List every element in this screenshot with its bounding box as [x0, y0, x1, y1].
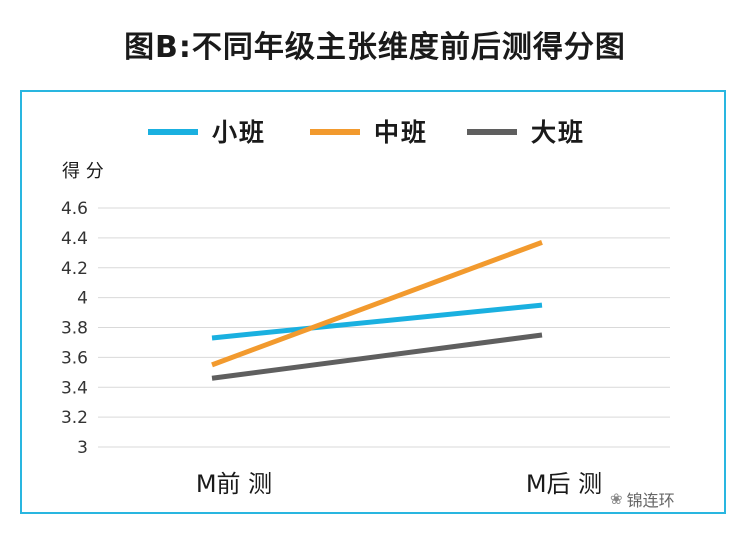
y-tick-label: 3.8: [61, 319, 88, 339]
watermark-text: 锦连环: [626, 491, 675, 510]
y-tick-label: 3.2: [61, 408, 88, 428]
series-line-1: [211, 240, 543, 368]
legend-label: 大班: [531, 118, 585, 147]
x-category-labels: M前 测 M后 测: [196, 470, 602, 498]
y-tick-label: 4.4: [61, 229, 88, 249]
series-line-2: [211, 332, 543, 381]
legend: 小班 中班 大班: [148, 118, 585, 147]
y-tick-label: 4.6: [61, 199, 88, 219]
chart-frame: [20, 90, 726, 514]
x-category-label: M前 测: [196, 470, 272, 498]
y-axis-label: 得 分: [62, 161, 104, 182]
y-tick-label: 3.6: [61, 348, 88, 368]
y-tick-label: 3: [77, 438, 88, 458]
y-tick-label: 4: [77, 289, 88, 309]
chart-title: 图B:不同年级主张维度前后测得分图: [124, 30, 626, 65]
y-tick-labels: 3 3.2 3.4 3.6 3.8 4 4.2 4.4 4.6: [61, 199, 88, 458]
wechat-icon: ❀: [610, 490, 623, 508]
series-layer: [211, 240, 543, 381]
y-tick-label: 4.2: [61, 259, 88, 279]
watermark: ❀ 锦连环: [610, 487, 675, 511]
y-tick-label: 3.4: [61, 378, 88, 398]
legend-label: 中班: [374, 118, 428, 147]
grid-layer: [98, 207, 670, 448]
x-category-label: M后 测: [526, 470, 602, 498]
legend-label: 小班: [212, 118, 266, 147]
series-line-0: [211, 302, 543, 341]
